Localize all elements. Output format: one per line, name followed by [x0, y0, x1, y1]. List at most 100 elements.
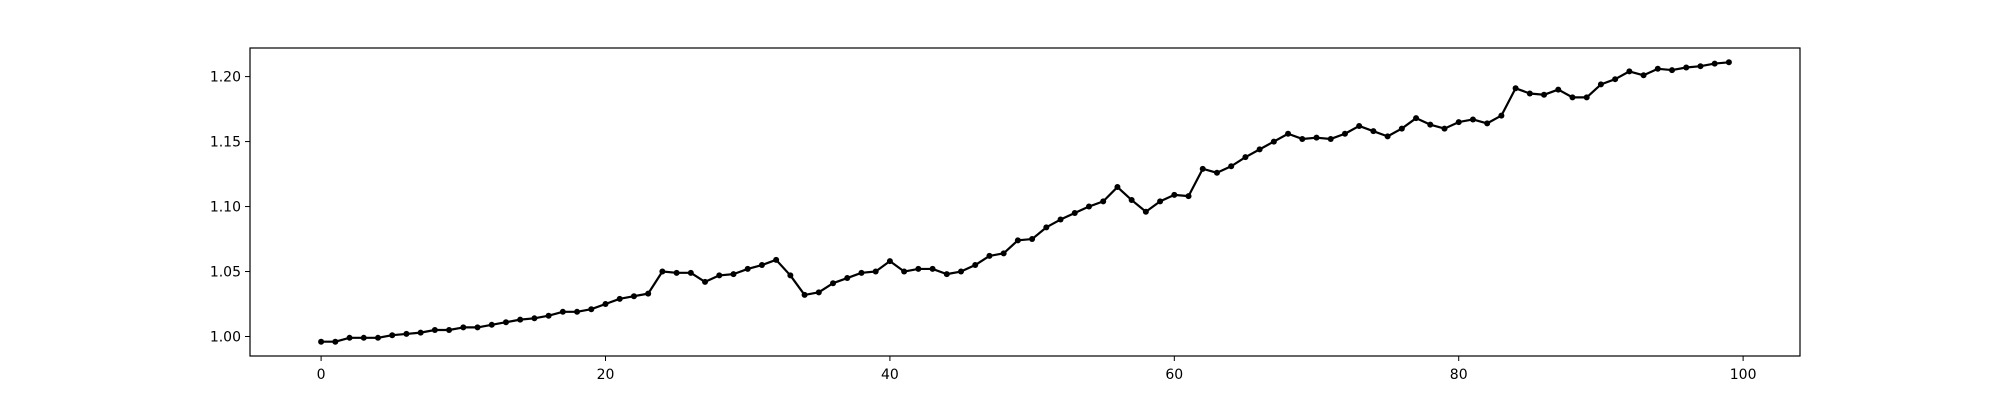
data-point — [972, 262, 979, 269]
data-point — [673, 269, 680, 276]
data-point — [1427, 121, 1434, 128]
series-layer — [318, 59, 1732, 345]
y-tick-label: 1.20 — [210, 70, 241, 86]
data-point — [374, 334, 381, 341]
x-axis: 0 20 40 60 80 100 — [317, 356, 1757, 383]
data-point — [1569, 94, 1576, 101]
data-point — [1327, 135, 1334, 142]
data-point — [958, 268, 965, 275]
data-point — [844, 275, 851, 282]
data-point — [588, 306, 595, 313]
data-point — [1270, 138, 1277, 145]
data-point — [431, 327, 438, 334]
data-point — [1725, 59, 1732, 66]
data-point — [773, 256, 780, 263]
data-point — [1669, 67, 1676, 74]
data-point — [545, 312, 552, 319]
data-point — [1469, 116, 1476, 123]
data-point — [1242, 154, 1249, 161]
data-point — [1583, 94, 1590, 101]
data-point — [929, 265, 936, 272]
y-tick-label: 1.10 — [210, 200, 241, 216]
data-point — [502, 319, 509, 326]
data-point — [1498, 112, 1505, 119]
data-point — [1455, 119, 1462, 126]
data-point — [1213, 169, 1220, 176]
data-point — [446, 327, 453, 334]
y-axis: 1.00 1.05 1.10 1.15 1.20 — [210, 70, 250, 346]
data-point — [915, 265, 922, 272]
data-point — [346, 334, 353, 341]
data-point — [872, 268, 879, 275]
data-point — [758, 262, 765, 269]
data-point — [687, 269, 694, 276]
x-tick-label: 60 — [1165, 367, 1183, 383]
data-point — [830, 280, 837, 287]
data-point — [1484, 120, 1491, 127]
data-point — [1014, 237, 1021, 244]
x-tick-label: 0 — [317, 367, 326, 383]
data-point — [531, 315, 538, 322]
data-point — [460, 324, 467, 331]
data-point — [1555, 86, 1562, 93]
data-point — [1043, 224, 1050, 231]
data-point — [1114, 184, 1121, 191]
data-point — [1171, 191, 1178, 198]
data-point — [1128, 197, 1135, 204]
data-point — [1100, 198, 1107, 205]
data-point — [1185, 193, 1192, 200]
data-point — [659, 268, 666, 275]
data-point — [1142, 208, 1149, 215]
data-point — [360, 334, 367, 341]
plot-frame — [249, 47, 1801, 357]
data-point — [517, 316, 524, 323]
y-tick-label: 1.15 — [210, 135, 241, 151]
data-point — [1697, 63, 1704, 70]
data-point — [1356, 122, 1363, 129]
data-point — [1029, 236, 1036, 243]
data-point — [1341, 130, 1348, 137]
data-point — [1413, 115, 1420, 122]
data-point — [1612, 76, 1619, 83]
data-point — [1512, 85, 1519, 92]
data-point — [986, 252, 993, 259]
data-point — [403, 330, 410, 337]
data-point — [1199, 165, 1206, 172]
data-point — [1299, 135, 1306, 142]
data-point — [332, 338, 339, 345]
data-point — [1597, 81, 1604, 88]
data-point — [488, 321, 495, 328]
data-point — [1541, 91, 1548, 98]
data-point — [801, 291, 808, 298]
data-point — [1285, 130, 1292, 137]
data-point — [1640, 72, 1647, 79]
data-point — [1256, 146, 1263, 153]
data-point — [1057, 216, 1064, 223]
x-tick-label: 80 — [1450, 367, 1468, 383]
data-point — [1654, 65, 1661, 72]
x-tick-label: 100 — [1730, 367, 1757, 383]
data-point — [744, 265, 751, 272]
data-point — [1085, 203, 1092, 210]
data-point — [645, 290, 652, 297]
x-tick-label: 40 — [881, 367, 899, 383]
data-point — [1071, 210, 1078, 217]
data-point — [417, 329, 424, 336]
data-point — [1626, 68, 1633, 75]
data-point — [1000, 250, 1007, 257]
data-point — [1157, 198, 1164, 205]
data-point — [602, 301, 609, 308]
data-point — [630, 293, 637, 300]
data-point — [1313, 134, 1320, 141]
data-point — [716, 272, 723, 279]
data-point — [901, 268, 908, 275]
data-point — [318, 338, 325, 345]
data-point — [574, 308, 581, 315]
data-point — [858, 269, 865, 276]
data-point — [815, 289, 822, 296]
data-point — [474, 324, 481, 331]
data-point — [1370, 128, 1377, 135]
y-tick-label: 1.00 — [210, 330, 241, 346]
y-tick-label: 1.05 — [210, 265, 241, 281]
